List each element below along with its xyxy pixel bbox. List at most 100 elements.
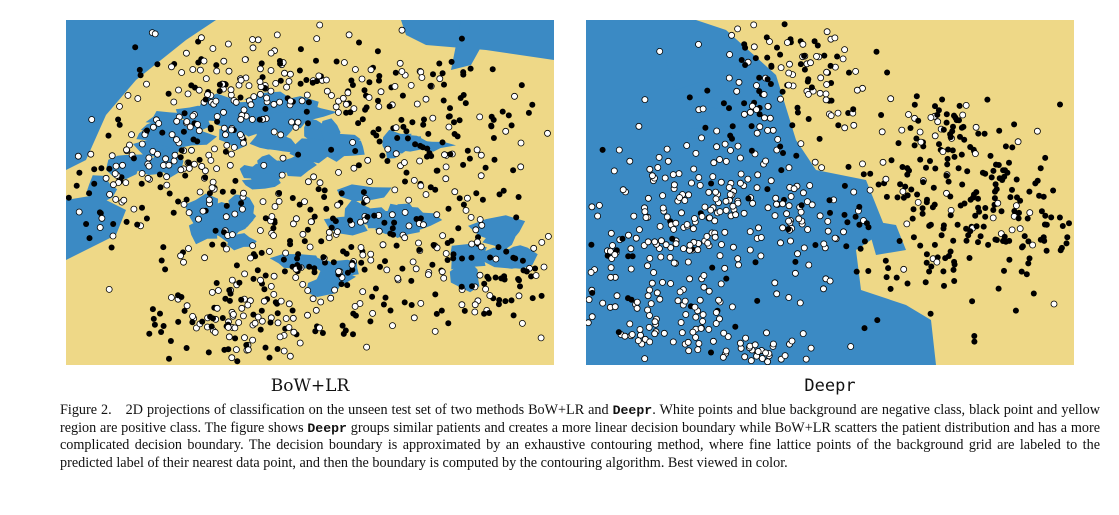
positive-point	[196, 156, 203, 163]
positive-point	[307, 206, 314, 213]
negative-point	[628, 331, 636, 338]
negative-point	[732, 211, 740, 219]
positive-point	[947, 134, 954, 141]
negative-point	[245, 82, 253, 89]
negative-point	[303, 91, 311, 99]
negative-point	[588, 313, 596, 321]
negative-point	[633, 304, 641, 312]
positive-point	[950, 237, 957, 244]
negative-point	[334, 109, 342, 116]
positive-point	[1037, 236, 1044, 243]
negative-point	[270, 232, 277, 239]
positive-point	[296, 67, 303, 74]
positive-point	[669, 235, 676, 242]
positive-point	[1023, 271, 1030, 278]
positive-point	[1034, 177, 1041, 184]
positive-point	[156, 171, 163, 178]
positive-point	[1021, 233, 1028, 240]
negative-point	[122, 179, 130, 187]
positive-point	[330, 215, 336, 222]
negative-point	[651, 330, 659, 338]
positive-point	[961, 136, 968, 143]
positive-point	[403, 128, 410, 135]
negative-point	[248, 116, 256, 123]
positive-point	[143, 215, 150, 222]
caption-code-2: Deepr	[307, 420, 347, 436]
negative-point	[721, 228, 729, 236]
negative-point	[267, 67, 275, 74]
negative-point	[642, 214, 650, 221]
negative-point	[422, 95, 430, 103]
negative-point	[342, 100, 350, 108]
negative-point	[123, 146, 130, 154]
negative-point	[610, 167, 618, 175]
positive-point	[867, 170, 874, 177]
negative-point	[663, 145, 671, 153]
negative-point	[145, 154, 153, 162]
positive-point	[188, 82, 195, 89]
negative-point	[972, 123, 980, 131]
negative-point	[900, 265, 908, 273]
positive-point	[339, 322, 346, 329]
negative-point	[226, 161, 234, 169]
positive-point	[110, 221, 117, 227]
negative-point	[177, 252, 184, 260]
positive-point	[943, 119, 950, 126]
negative-point	[162, 155, 169, 163]
negative-point	[124, 92, 132, 99]
positive-point	[208, 323, 215, 330]
positive-point	[165, 90, 172, 97]
positive-point	[432, 291, 439, 298]
positive-point	[1057, 101, 1063, 108]
negative-point	[626, 320, 634, 328]
positive-point	[508, 297, 515, 304]
positive-point	[516, 277, 522, 284]
negative-point	[816, 212, 824, 220]
negative-point	[701, 203, 709, 211]
positive-point	[1063, 240, 1070, 247]
positive-point	[391, 219, 398, 226]
negative-point	[401, 234, 409, 242]
negative-point	[235, 319, 243, 326]
negative-point	[247, 254, 254, 262]
negative-point	[841, 124, 849, 132]
negative-point	[413, 100, 421, 108]
negative-point	[190, 160, 198, 168]
negative-region	[506, 245, 538, 269]
negative-point	[407, 82, 415, 89]
negative-point	[515, 292, 523, 300]
negative-point	[278, 171, 286, 179]
positive-point	[456, 195, 463, 202]
negative-point	[367, 66, 375, 74]
positive-point	[927, 310, 934, 317]
negative-point	[729, 243, 737, 251]
positive-point	[729, 123, 736, 130]
negative-point	[733, 87, 741, 95]
negative-point	[666, 253, 674, 261]
negative-point	[205, 196, 213, 204]
positive-point	[372, 285, 379, 292]
positive-point	[436, 60, 443, 67]
negative-point	[431, 327, 439, 335]
negative-point	[405, 196, 413, 204]
negative-region	[774, 153, 793, 165]
negative-point	[267, 49, 275, 57]
negative-point	[313, 35, 321, 43]
negative-point	[517, 139, 525, 147]
positive-point	[258, 60, 265, 67]
positive-point	[438, 307, 445, 314]
positive-point	[250, 311, 257, 318]
positive-point	[908, 186, 915, 193]
positive-point	[1006, 159, 1012, 166]
negative-point	[130, 205, 138, 213]
positive-point	[897, 181, 904, 188]
negative-point	[201, 254, 209, 262]
negative-point	[764, 103, 772, 110]
negative-point	[294, 118, 302, 126]
positive-point	[777, 51, 784, 58]
positive-point	[861, 238, 868, 245]
positive-point	[520, 267, 527, 274]
positive-point	[451, 119, 457, 126]
positive-point	[115, 116, 122, 123]
positive-point	[381, 219, 388, 226]
